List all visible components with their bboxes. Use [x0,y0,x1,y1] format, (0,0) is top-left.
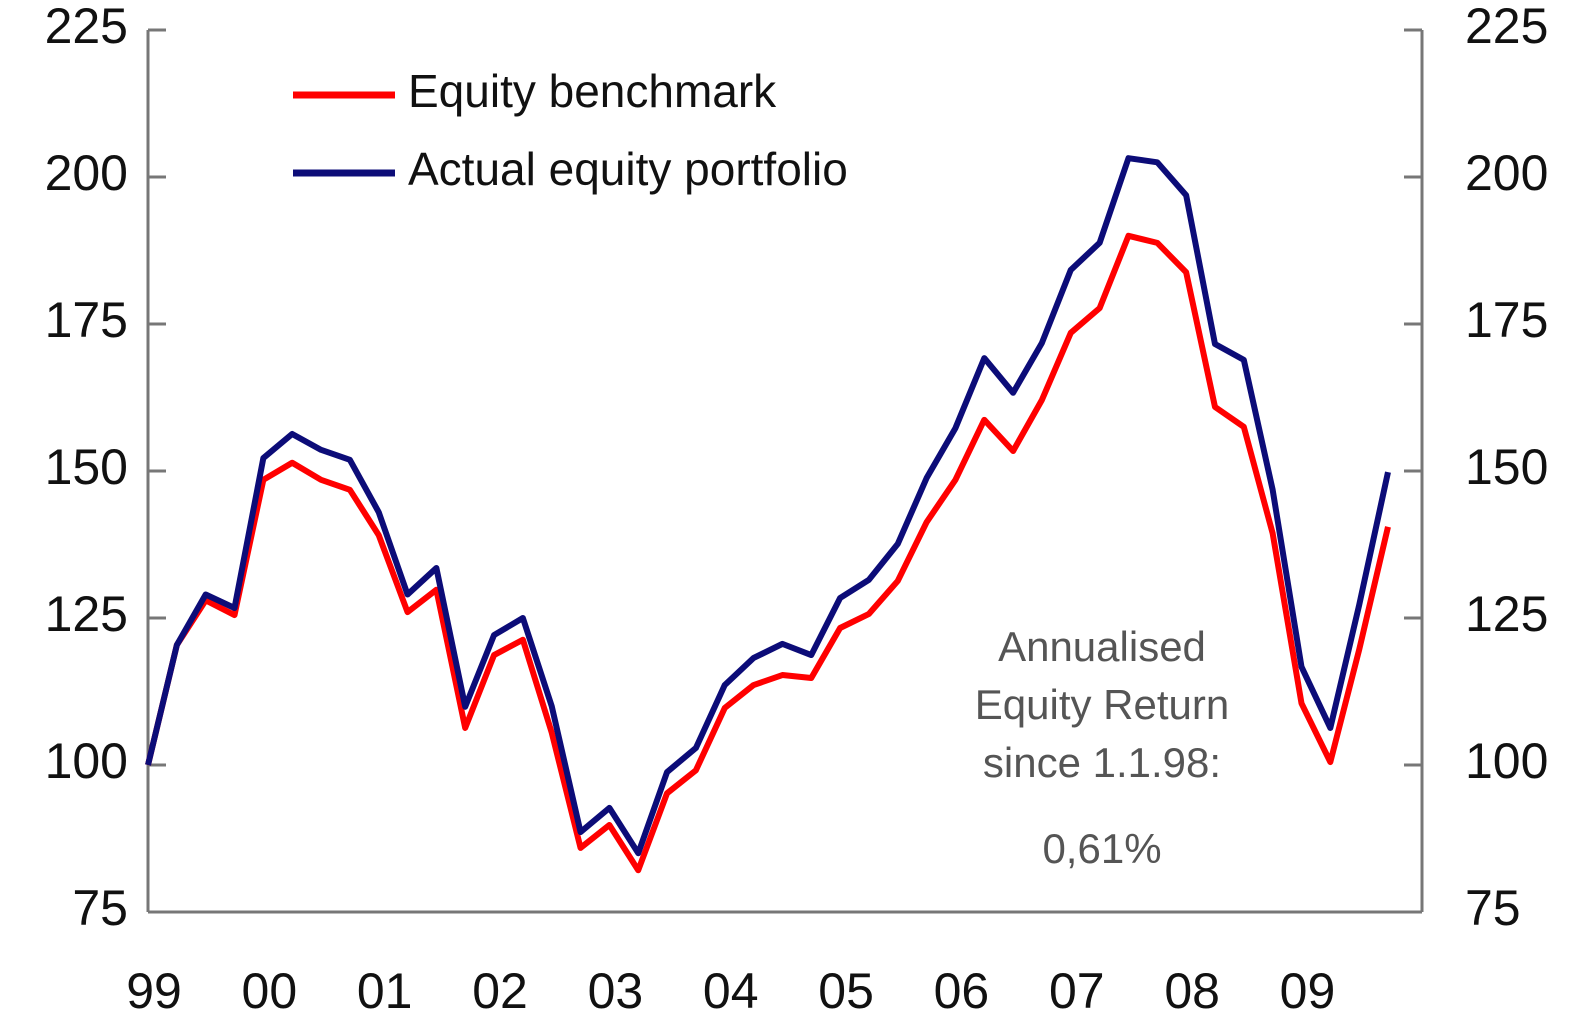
y2-tick-label: 75 [1465,880,1521,936]
series-line [145,232,1391,874]
y-tick-label: 100 [45,733,128,789]
legend-label: Actual equity portfolio [408,143,848,195]
x-tick-label: 99 [126,963,182,1019]
y2-tick-label: 225 [1465,0,1548,54]
annotation: 0,61% [1042,825,1161,872]
x-tick-label: 06 [934,963,990,1019]
x-tick-label: 05 [818,963,874,1019]
y2-tick-label: 125 [1465,586,1548,642]
x-tick-label: 00 [242,963,298,1019]
x-tick-label: 03 [588,963,644,1019]
annotation: since 1.1.98: [983,739,1221,786]
x-tick-label: 08 [1164,963,1220,1019]
x-tick-label: 07 [1049,963,1105,1019]
annotation: Equity Return [975,681,1229,728]
legend-label: Equity benchmark [408,65,777,117]
y2-tick-label: 150 [1465,439,1548,495]
y-tick-label: 75 [72,880,128,936]
y-tick-label: 225 [45,0,128,54]
y-tick-label: 150 [45,439,128,495]
y2-tick-label: 175 [1465,292,1548,348]
x-tick-label: 04 [703,963,759,1019]
y-tick-label: 125 [45,586,128,642]
annotation: Annualised [998,623,1206,670]
y2-tick-label: 100 [1465,733,1548,789]
x-tick-label: 02 [472,963,528,1019]
x-tick-label: 01 [357,963,413,1019]
y2-tick-label: 200 [1465,145,1548,201]
x-tick-label: 09 [1280,963,1336,1019]
series-line [145,155,1391,857]
y-tick-label: 200 [45,145,128,201]
y-tick-label: 175 [45,292,128,348]
